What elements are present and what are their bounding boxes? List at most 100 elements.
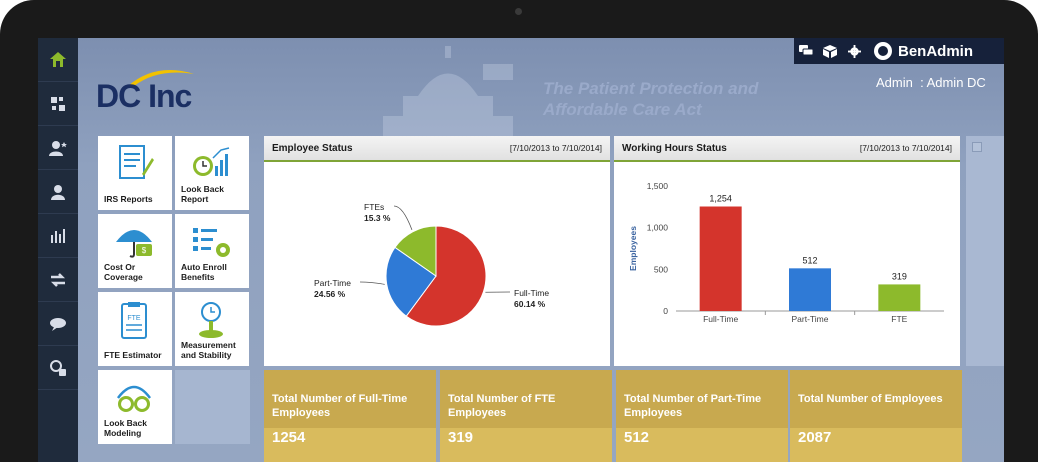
transfer-icon	[50, 272, 66, 287]
nav-home[interactable]	[38, 38, 78, 82]
chat-icon	[799, 45, 813, 56]
panel-title: Working Hours Status	[622, 142, 727, 154]
svg-text:$: $	[142, 246, 147, 255]
panel-title: Employee Status	[272, 142, 353, 154]
chat-icon	[50, 317, 66, 331]
x-tick-label: Full-Time	[703, 314, 738, 324]
stat-card-part-time[interactable]: Total Number of Part-Time Employees 512	[616, 370, 788, 462]
box-icon	[823, 44, 837, 58]
tile-look-back-modeling[interactable]: Look Back Modeling	[98, 370, 172, 444]
act-title-line2: Affordable Care Act	[543, 100, 702, 119]
pie-pct-label: 15.3 %	[364, 213, 391, 223]
packages-button[interactable]	[818, 38, 842, 64]
card-value: 512	[624, 429, 650, 446]
swoosh-icon	[128, 70, 194, 86]
messages-button[interactable]	[794, 38, 818, 64]
bar-value-label: 1,254	[709, 194, 732, 204]
y-tick-label: 1,000	[647, 223, 669, 233]
bar-part-time[interactable]	[789, 268, 831, 311]
act-title-line1: The Patient Protection and	[543, 79, 759, 98]
user-star-icon	[49, 140, 67, 156]
act-title: The Patient Protection and Affordable Ca…	[543, 78, 758, 120]
card-value: 1254	[272, 429, 306, 446]
panel-header: Working Hours Status [7/10/2013 to 7/10/…	[614, 136, 960, 162]
pie-slice-part-time[interactable]	[385, 246, 437, 317]
top-bar: BenAdmin	[794, 38, 1004, 64]
umbrella-icon: $	[116, 230, 152, 258]
tile-irs-reports[interactable]: IRS Reports	[98, 136, 172, 210]
y-tick-label: 1,500	[647, 181, 669, 191]
pie-label: Full-Time	[514, 288, 549, 298]
gear-icon	[847, 44, 861, 58]
employee-status-panel: Employee Status [7/10/2013 to 7/10/2014]…	[264, 136, 610, 366]
nav-reports[interactable]	[38, 214, 78, 258]
benadmin-app-button[interactable]: BenAdmin	[874, 42, 973, 60]
card-label: Total Number of FTE Employees	[448, 393, 556, 419]
pie-slice-ftes[interactable]	[394, 225, 437, 277]
pie-label: FTEs	[364, 202, 384, 212]
side-strip	[966, 136, 1004, 366]
card-label: Total Number of Employees	[798, 393, 943, 405]
card-label: Total Number of Part-Time Employees	[624, 393, 762, 419]
card-band	[440, 428, 612, 462]
clock-chart-icon	[193, 147, 230, 176]
settings-button[interactable]	[842, 38, 866, 64]
list-gear-icon	[193, 228, 230, 257]
card-band	[790, 428, 962, 462]
nav-messages[interactable]	[38, 302, 78, 346]
date-range: [7/10/2013 to 7/10/2014]	[859, 143, 952, 153]
tile-label: Auto Enroll Benefits	[181, 262, 227, 282]
tile-label: Look Back Report	[181, 184, 224, 204]
tile-fte-estimator[interactable]: FTE FTE Estimator	[98, 292, 172, 366]
stat-card-fte[interactable]: Total Number of FTE Employees 319	[440, 370, 612, 462]
nav-modules[interactable]	[38, 82, 78, 126]
nav-admin-users[interactable]	[38, 126, 78, 170]
svg-text:FTE: FTE	[127, 315, 141, 322]
tile-label: Look Back Modeling	[104, 418, 147, 438]
card-band	[616, 428, 788, 462]
clipboard-icon: FTE	[121, 302, 147, 339]
bar-fte[interactable]	[878, 284, 921, 311]
brand-logo: DC Inc	[96, 66, 206, 120]
panel-header: Employee Status [7/10/2013 to 7/10/2014]	[264, 136, 610, 162]
sidebar-nav	[38, 38, 78, 462]
stat-card-full-time[interactable]: Total Number of Full-Time Employees 1254	[264, 370, 436, 462]
pie-slice-full-time[interactable]	[405, 225, 487, 327]
pie-pct-label: 24.56 %	[314, 289, 346, 299]
side-checkbox[interactable]	[972, 142, 982, 152]
nav-transfer[interactable]	[38, 258, 78, 302]
working-hours-panel: Working Hours Status [7/10/2013 to 7/10/…	[614, 136, 960, 366]
pie-leader-line	[393, 205, 413, 231]
tile-auto-enroll-benefits[interactable]: Auto Enroll Benefits	[175, 214, 249, 288]
home-icon	[50, 51, 66, 67]
bar-value-label: 512	[802, 255, 817, 265]
tile-label: Measurement and Stability	[181, 340, 236, 360]
capitol-watermark	[383, 46, 513, 140]
card-value: 319	[448, 429, 474, 446]
y-tick-label: 0	[663, 306, 668, 316]
alarm-clock-icon	[116, 385, 152, 412]
nav-employees[interactable]	[38, 170, 78, 214]
pie-pct-label: 60.14 %	[514, 299, 546, 309]
tile-label: Cost Or Coverage	[104, 262, 143, 282]
stat-card-total[interactable]: Total Number of Employees 2087	[790, 370, 962, 462]
card-value: 2087	[798, 429, 832, 446]
y-axis-title: Employees	[628, 226, 638, 271]
nav-search[interactable]	[38, 346, 78, 390]
bar-full-time[interactable]	[699, 206, 742, 312]
screen: DC Inc The Patient Protection and Afford…	[38, 38, 1004, 462]
tile-label: IRS Reports	[104, 194, 153, 204]
pie-label: Part-Time	[314, 278, 351, 288]
tile-cost-or-coverage[interactable]: $ Cost Or Coverage	[98, 214, 172, 288]
tile-measurement-and-stability[interactable]: Measurement and Stability	[175, 292, 249, 366]
document-icon	[119, 145, 154, 179]
bar-value-label: 319	[892, 271, 907, 281]
app-name: BenAdmin	[898, 42, 973, 60]
bar-chart-icon	[51, 228, 65, 243]
stopwatch-icon	[199, 302, 223, 338]
search-doc-icon	[50, 359, 66, 376]
brand-name: DC Inc	[96, 78, 192, 114]
tile-look-back-report[interactable]: Look Back Report	[175, 136, 249, 210]
puzzle-icon	[51, 96, 65, 111]
camera-dot	[515, 8, 522, 15]
